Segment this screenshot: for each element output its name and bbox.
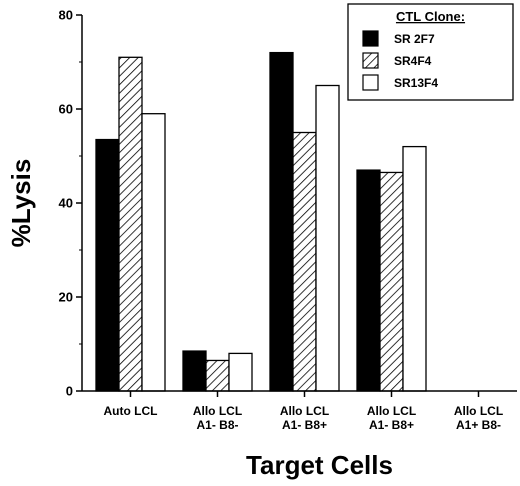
legend: CTL Clone: SR 2F7 SR4F4 SR13F4 xyxy=(347,3,514,101)
x-category-label: A1- B8- xyxy=(196,418,238,432)
legend-swatch-sr4f4 xyxy=(362,52,379,69)
y-tick-label: 0 xyxy=(66,384,73,399)
legend-swatch-sr-2f7 xyxy=(362,30,379,47)
bar-sr13f4-cat-2 xyxy=(315,84,340,392)
axes-layer xyxy=(76,14,517,397)
x-category-label: Auto LCL xyxy=(104,404,158,418)
bar-sr13f4-cat-1 xyxy=(228,352,253,392)
bar-sr4f4-cat-1 xyxy=(205,359,230,392)
x-category-label: Allo LCL xyxy=(193,404,242,418)
y-tick-label: 60 xyxy=(59,102,73,117)
x-category-label: A1- B8+ xyxy=(369,418,414,432)
x-category-label: Allo LCL xyxy=(454,404,503,418)
bar-sr4f4-cat-0 xyxy=(118,56,143,392)
legend-label: SR13F4 xyxy=(394,76,438,90)
y-axis-title: %Lysis xyxy=(6,159,36,248)
bar-sr13f4-cat-3 xyxy=(402,145,427,392)
bar-sr-2f7-cat-1 xyxy=(182,350,207,392)
x-category-label: Allo LCL xyxy=(280,404,329,418)
bar-sr13f4-cat-0 xyxy=(141,113,166,392)
legend-label: SR4F4 xyxy=(394,54,432,68)
legend-swatch-sr13f4 xyxy=(362,74,379,91)
bar-sr4f4-cat-3 xyxy=(379,171,404,392)
x-category-label: A1+ B8- xyxy=(456,418,501,432)
bars-layer xyxy=(95,51,427,392)
bar-sr-2f7-cat-3 xyxy=(356,169,381,392)
x-axis-title: Target Cells xyxy=(246,450,393,480)
bar-sr-2f7-cat-0 xyxy=(95,138,120,392)
legend-title: CTL Clone: xyxy=(396,9,465,24)
legend-label: SR 2F7 xyxy=(394,32,435,46)
bar-sr4f4-cat-2 xyxy=(292,131,317,392)
x-category-label: Allo LCL xyxy=(367,404,416,418)
bar-sr-2f7-cat-2 xyxy=(269,51,294,392)
y-tick-label: 40 xyxy=(59,196,73,211)
y-tick-label: 80 xyxy=(59,8,73,23)
y-tick-label: 20 xyxy=(59,290,73,305)
x-category-label: A1- B8+ xyxy=(282,418,327,432)
